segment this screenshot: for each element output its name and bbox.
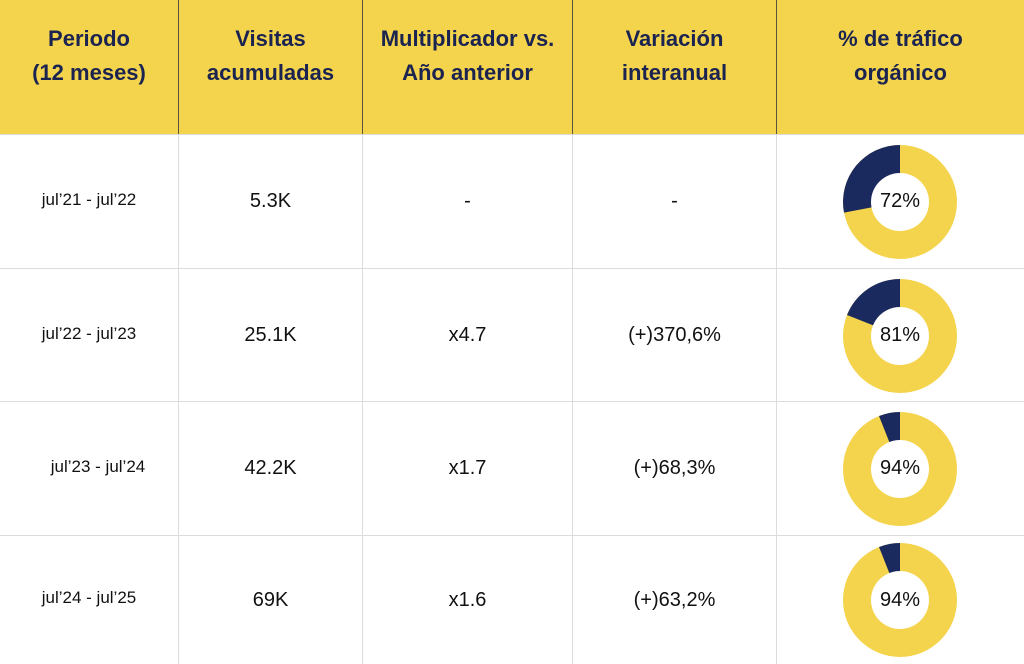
organic-percent-label: 94%: [879, 457, 921, 479]
header-variation: Variación interanual: [573, 0, 777, 134]
organic-cell: 72%: [777, 135, 1024, 268]
organic-cell: 94%: [777, 402, 1024, 535]
period-cell: jul’21 - jul’22: [0, 135, 179, 268]
visits-cell: 25.1K: [179, 269, 363, 402]
multiplier-cell: -: [363, 135, 573, 268]
table-header: Periodo (12 meses) Visitas acumuladas Mu…: [0, 0, 1024, 134]
header-period: Periodo (12 meses): [0, 0, 179, 134]
donut-chart: 72%: [842, 144, 958, 260]
donut-chart: 94%: [842, 411, 958, 527]
variation-cell: (+)370,6%: [573, 269, 777, 402]
organic-percent-label: 94%: [879, 588, 921, 611]
visits-cell: 5.3K: [179, 135, 363, 268]
variation-cell: (+)63,2%: [573, 536, 777, 664]
organic-percent-label: 72%: [879, 190, 921, 212]
variation-cell: -: [573, 135, 777, 268]
table-row: jul’22 - jul’23 25.1K x4.7 (+)370,6% 81%: [0, 268, 1024, 402]
table-row: jul’23 - jul’24 42.2K x1.7 (+)68,3% 94%: [0, 401, 1024, 535]
donut-chart: 81%: [842, 278, 958, 394]
multiplier-cell: x1.7: [363, 402, 573, 535]
variation-cell: (+)68,3%: [573, 402, 777, 535]
period-cell: jul’23 - jul’24: [0, 402, 179, 535]
visits-cell: 42.2K: [179, 402, 363, 535]
organic-cell: 94%: [777, 536, 1024, 664]
organic-cell: 81%: [777, 269, 1024, 402]
table-row: jul’21 - jul’22 5.3K - - 72%: [0, 134, 1024, 268]
visits-cell: 69K: [179, 536, 363, 664]
table-row: jul’24 - jul’25 69K x1.6 (+)63,2% 94%: [0, 535, 1024, 664]
multiplier-cell: x1.6: [363, 536, 573, 664]
header-visits: Visitas acumuladas: [179, 0, 363, 134]
organic-percent-label: 81%: [879, 324, 921, 346]
multiplier-cell: x4.7: [363, 269, 573, 402]
header-organic: % de tráfico orgánico: [838, 26, 963, 85]
donut-chart: 94%: [842, 542, 958, 658]
period-cell: jul’22 - jul’23: [0, 269, 179, 402]
header-multiplier: Multiplicador vs. Año anterior: [363, 0, 573, 134]
period-cell: jul’24 - jul’25: [0, 536, 179, 664]
